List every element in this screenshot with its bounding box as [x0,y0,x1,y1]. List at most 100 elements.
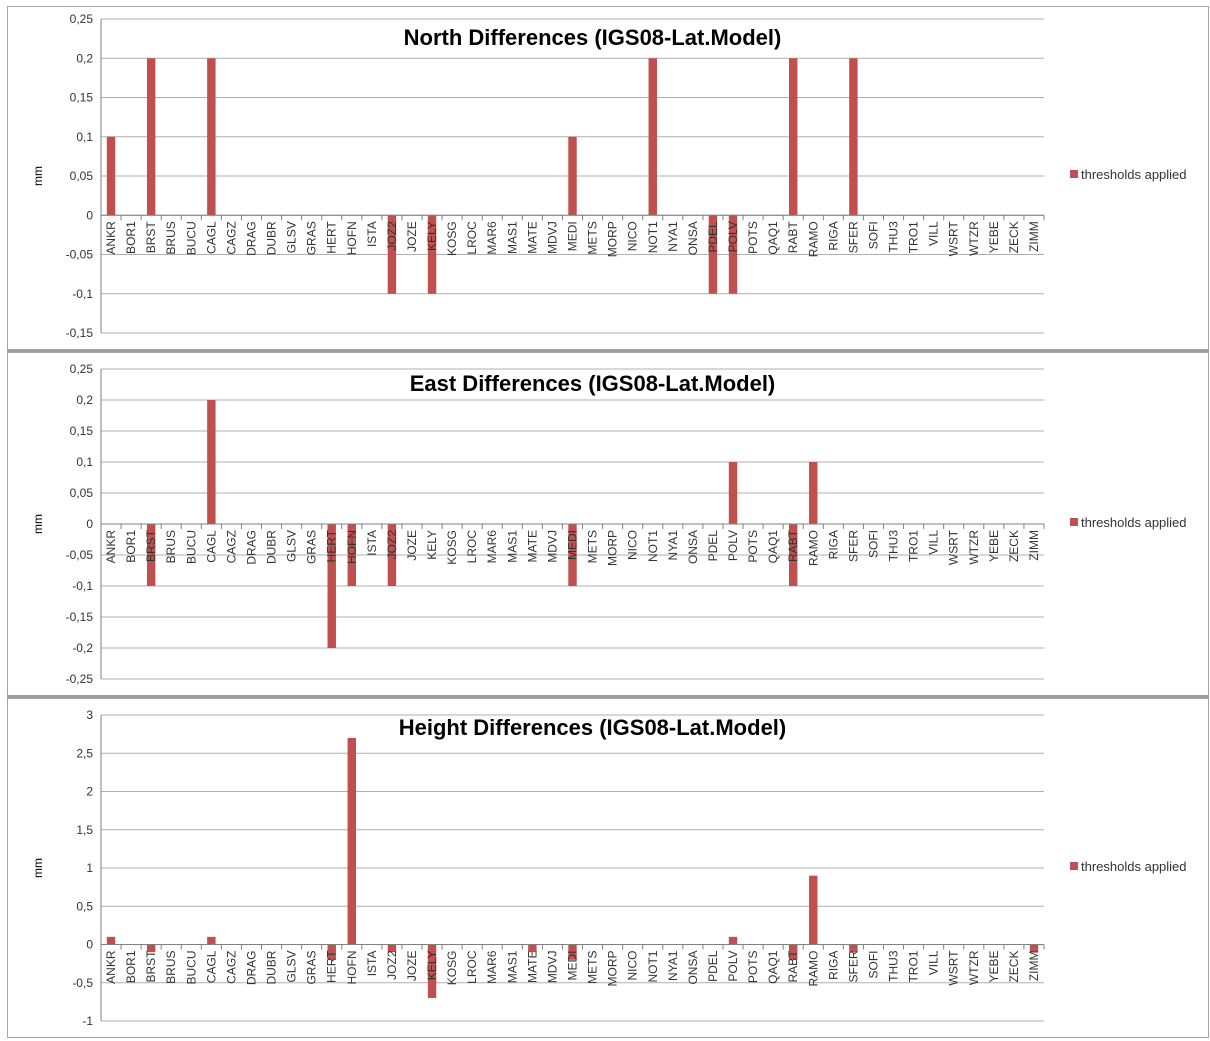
y-tick-label: 2 [86,785,93,799]
x-tick-label: ISTA [365,951,379,977]
bar-brst [146,944,156,953]
x-tick-label: RAMO [806,530,820,566]
x-tick-label: CAGL [204,530,218,563]
bar-brst [146,58,156,216]
x-tick-label: MATE [525,530,539,562]
x-tick-label: NICO [626,951,640,981]
x-tick-label: METS [586,530,600,563]
x-tick-label: JOZE [405,530,419,561]
x-tick-label: MORP [606,221,620,257]
bar-hofn [347,737,357,945]
y-tick-label: 1 [86,861,93,875]
y-tick-label: 0,1 [76,455,93,469]
x-tick-label: PDEL [706,530,720,562]
x-tick-label: KOSG [445,221,459,256]
x-tick-label: SFER [846,950,860,982]
bar-polv [728,215,738,294]
x-tick-label: TRO1 [907,221,921,253]
y-tick-label: 0 [86,208,93,222]
bar-polv [728,462,738,524]
x-tick-label: ISTA [365,221,379,247]
x-tick-label: JOZ2 [385,221,399,251]
x-tick-label: DUBR [265,530,279,564]
x-tick-label: GLSV [285,951,299,983]
x-tick-label: RIGA [826,530,840,559]
x-tick-label: GLSV [285,221,299,253]
y-tick-label: -0,05 [66,248,94,262]
x-tick-label: LROC [465,221,479,255]
x-tick-label: MDVJ [545,951,559,984]
x-tick-label: THU3 [887,530,901,562]
x-tick-label: YEBE [987,221,1001,253]
x-tick-label: GRAS [305,530,319,564]
x-tick-label: THU3 [887,950,901,982]
x-tick-label: NOT1 [646,950,660,982]
x-tick-label: MORP [606,530,620,566]
x-tick-label: HOFN [345,221,359,255]
bar-cagl [207,400,216,524]
legend-swatch [1070,170,1078,178]
bar-cagl [207,936,216,945]
bar-zimm [1029,944,1039,953]
x-tick-label: POTS [746,530,760,563]
x-tick-label: ZECK [1007,951,1021,983]
bar-joz2 [387,524,397,586]
bar-kely [427,944,437,999]
x-tick-label: DRAG [244,221,258,256]
x-tick-label: MEDI [566,221,580,251]
y-tick-label: -0,2 [72,641,93,655]
x-tick-label: BOR1 [124,950,138,983]
bar-pdel [708,215,718,294]
y-tick-label: 0,2 [76,51,93,65]
x-tick-label: KELY [425,951,439,981]
x-tick-label: NYA1 [666,221,680,252]
x-tick-label: DRAG [244,530,258,565]
bar-medi [568,944,577,960]
x-tick-label: HOFN [345,530,359,564]
y-axis-label: mm [31,166,45,186]
east-differences-chart: 0,25 0,2 0,15 0,1 0,05 0 -0,05 -0,1 -0,15 -0,2 -0,… [7,352,1209,696]
x-tick-label: KELY [425,221,439,251]
x-tick-label: BUCU [184,951,198,985]
y-tick-label: 0,15 [70,424,94,438]
x-tick-label: LROC [465,950,479,984]
x-tick-label: POLV [726,951,740,982]
bar-brst [146,524,156,586]
x-tick-label: ZECK [1007,530,1021,562]
y-tick-label: -0,05 [66,548,94,562]
x-tick-label: ANKR [104,530,118,564]
bar-ankr [106,136,116,216]
x-tick-label: NOT1 [646,221,660,253]
x-tick-label: QAQ1 [766,221,780,255]
x-tick-label: GLSV [285,530,299,562]
x-tick-label: RIGA [826,951,840,980]
chart-title: North Differences (IGS08-Lat.Model) [404,25,782,50]
y-tick-label: 0,2 [76,393,93,407]
x-tick-label: JOZE [405,221,419,252]
bar-medi [568,136,577,216]
y-tick-label: -0,1 [72,287,93,301]
x-tick-label: SOFI [866,951,880,979]
x-tick-label: WSRT [947,529,961,565]
bar-mate [528,944,537,953]
x-tick-label: MATE [525,221,539,253]
x-tick-label: HERT [325,529,339,562]
y-tick-label: 0,25 [70,12,94,26]
x-tick-label: BOR1 [124,530,138,563]
bar-sfer [849,58,858,216]
y-tick-label: 0,25 [70,362,94,376]
x-tick-label: ONSA [686,530,700,564]
x-tick-label: GRAS [305,221,319,255]
x-tick-label: VILL [927,221,941,246]
x-tick-label: SOFI [866,530,880,558]
x-tick-label: ZIMM [1027,950,1041,981]
east-chart-svg: 0,25 0,2 0,15 0,1 0,05 0 -0,05 -0,1 -0,15 -0,2 -0,… [31,362,1187,686]
x-tick-label: DUBR [265,950,279,984]
x-tick-label: LROC [465,530,479,564]
x-tick-label: MDVJ [545,530,559,563]
chart-separator [7,350,1209,353]
x-tick-label: BRUS [164,951,178,984]
bar-joz2 [387,215,397,294]
x-tick-label: KELY [425,530,439,560]
x-tick-label: MAS1 [505,221,519,254]
